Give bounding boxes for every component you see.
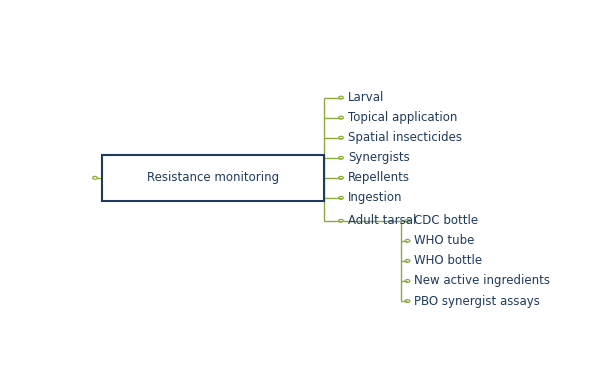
Text: Topical application: Topical application [348, 111, 457, 124]
Text: Ingestion: Ingestion [348, 191, 403, 204]
Text: Larval: Larval [348, 91, 385, 104]
Text: Resistance monitoring: Resistance monitoring [146, 171, 279, 185]
Text: WHO tube: WHO tube [415, 234, 475, 247]
Text: New active ingredients: New active ingredients [415, 275, 550, 288]
Text: Spatial insecticides: Spatial insecticides [348, 131, 462, 144]
Text: WHO bottle: WHO bottle [415, 254, 482, 267]
Text: CDC bottle: CDC bottle [415, 214, 479, 227]
Text: PBO synergist assays: PBO synergist assays [415, 295, 541, 308]
Text: Synergists: Synergists [348, 151, 410, 164]
Text: Repellents: Repellents [348, 171, 410, 185]
Text: Adult tarsal: Adult tarsal [348, 214, 416, 227]
FancyBboxPatch shape [101, 155, 324, 201]
